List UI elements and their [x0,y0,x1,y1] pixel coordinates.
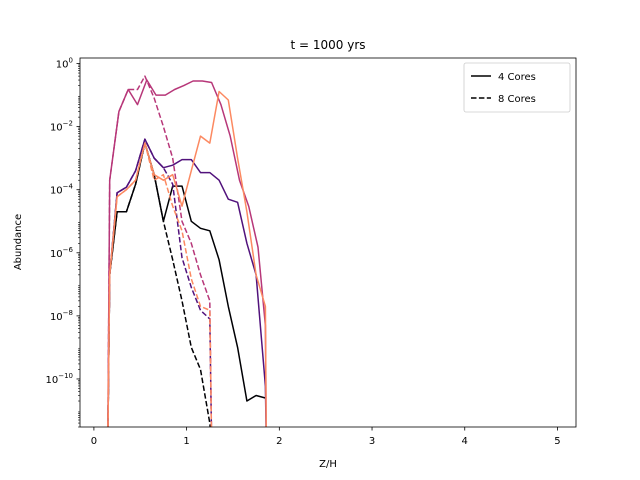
series-layer [107,75,267,427]
series-line-7 [107,90,267,427]
y-tick-label: 10−6 [50,246,74,260]
y-tick-label: 10−2 [50,120,73,134]
plot-frame [79,57,577,428]
series-line-2 [107,142,211,427]
series-line-4 [107,138,213,427]
x-tick-label: 0 [91,436,97,447]
chart-title: t = 1000 yrs [290,38,365,52]
y-tick-label: 10−10 [45,372,73,386]
y-tick-label: 10−8 [50,309,73,323]
y-tick-label: 10−4 [50,183,74,197]
series-line-8 [107,142,213,427]
y-tick-label: 100 [56,57,73,71]
x-tick-label: 1 [183,436,189,447]
x-tick-label: 4 [462,436,468,447]
series-line-6 [107,75,213,427]
x-axis: 0 1 2 3 4 5 [91,427,561,447]
legend-label-8-cores: 8 Cores [498,94,536,105]
x-tick-label: 2 [276,436,282,447]
x-tick-label: 3 [369,436,375,447]
legend: 4 Cores 8 Cores [463,62,571,113]
x-axis-label: Z/H [319,459,337,470]
y-axis: 10−10 10−8 10−6 10−4 10−2 100 [45,57,80,428]
series-line-5 [107,79,267,427]
legend-label-4-cores: 4 Cores [498,72,536,83]
y-axis-label: Abundance [13,214,24,270]
x-tick-label: 5 [554,436,560,447]
